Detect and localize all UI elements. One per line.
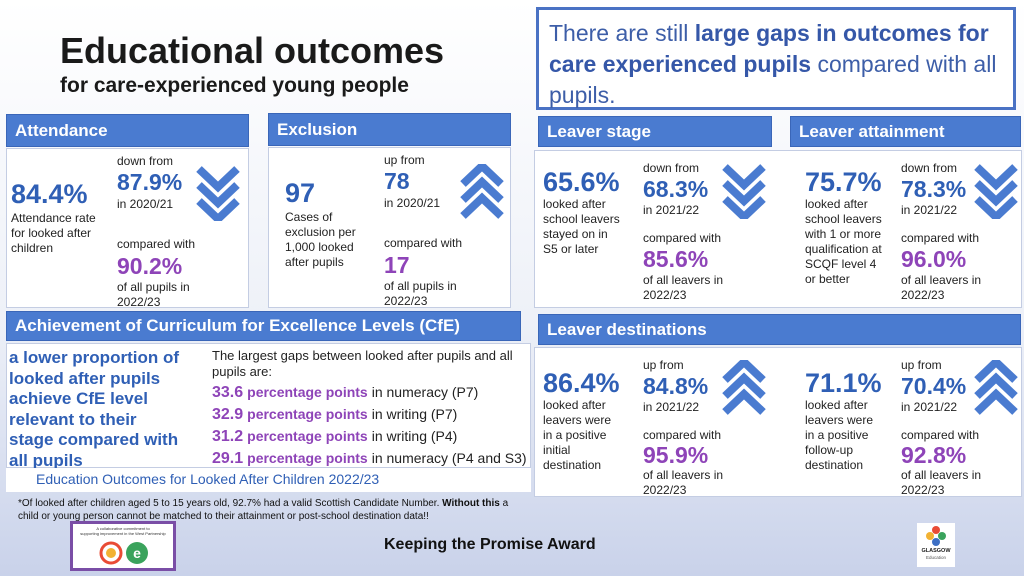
destination-initial-prev-year: in 2021/22 bbox=[643, 400, 700, 414]
destination-initial-all-desc: of all leavers in 2022/23 bbox=[643, 468, 724, 497]
chevron-down-icon bbox=[196, 166, 240, 221]
attendance-trend: down from bbox=[117, 154, 174, 168]
exclusion-all-desc: of all pupils in 2022/23 bbox=[384, 279, 457, 308]
leaver-attainment-trend: down from bbox=[901, 161, 958, 175]
attendance-desc: Attendance rate for looked after childre… bbox=[11, 211, 96, 255]
west-partnership-logo: A collaborative commitment to supporting… bbox=[70, 521, 176, 571]
leaver-stage-compare: compared with bbox=[643, 231, 722, 245]
destination-followup-all-desc: of all leavers in 2022/23 bbox=[901, 468, 982, 497]
destination-initial-prev: 84.8% bbox=[643, 373, 709, 399]
exclusion-trend: up from bbox=[384, 153, 425, 167]
exclusion-value: 97 bbox=[285, 178, 316, 208]
attendance-value: 84.4% bbox=[11, 179, 88, 209]
chevron-down-icon bbox=[722, 164, 766, 219]
leaver-stage-all: 85.6% bbox=[643, 246, 709, 272]
attendance-header: Attendance bbox=[6, 114, 249, 147]
leaver-stage-all-desc: of all leavers in 2022/23 bbox=[643, 273, 724, 302]
leaver-attainment-desc: looked after school leavers with 1 or mo… bbox=[805, 197, 882, 286]
destination-followup-all: 92.8% bbox=[901, 442, 967, 468]
destination-followup-compare: compared with bbox=[901, 428, 980, 442]
leaver-attainment-prev: 78.3% bbox=[901, 176, 967, 202]
attendance-compare: compared with bbox=[117, 237, 196, 251]
attendance-prev: 87.9% bbox=[117, 169, 183, 195]
page-subtitle: for care-experienced young people bbox=[60, 74, 409, 97]
cfe-gap-row: 29.1 percentage points in numeracy (P4 and… bbox=[212, 450, 527, 467]
destination-initial-all: 95.9% bbox=[643, 442, 709, 468]
callout-text-1: There are still bbox=[549, 20, 695, 46]
destination-followup-prev: 70.4% bbox=[901, 373, 967, 399]
exclusion-panel: 97 Cases of exclusion per 1,000 looked a… bbox=[268, 147, 511, 308]
destination-followup-prev-year: in 2021/22 bbox=[901, 400, 958, 414]
glasgow-education-logo: GLASGOW Education bbox=[917, 523, 955, 567]
leaver-stage-prev-year: in 2021/22 bbox=[643, 203, 700, 217]
page-title: Educational outcomes bbox=[60, 30, 445, 71]
exclusion-prev-year: in 2020/21 bbox=[384, 196, 441, 210]
leaver-attainment-prev-year: in 2021/22 bbox=[901, 203, 958, 217]
exclusion-compare: compared with bbox=[384, 236, 463, 250]
cfe-gap-row: 32.9 percentage points in writing (P7) bbox=[212, 406, 458, 423]
chevron-up-icon bbox=[974, 360, 1018, 415]
attendance-all: 90.2% bbox=[117, 253, 183, 279]
destination-followup-desc: looked after leavers were in a positive … bbox=[805, 398, 874, 472]
svg-text:e: e bbox=[133, 545, 141, 561]
leaver-stage-prev: 68.3% bbox=[643, 176, 709, 202]
leaver-destinations-header: Leaver destinations bbox=[538, 314, 1021, 345]
leaver-attainment-compare: compared with bbox=[901, 231, 980, 245]
destination-initial-compare: compared with bbox=[643, 428, 722, 442]
cfe-header: Achievement of Curriculum for Excellence… bbox=[6, 311, 521, 341]
leaver-attainment-value: 75.7% bbox=[805, 167, 882, 197]
footnote: *Of looked after children aged 5 to 15 y… bbox=[18, 498, 509, 522]
leaver-stage-desc: looked after school leavers stayed on in… bbox=[543, 197, 620, 256]
leaver-attainment-all-desc: of all leavers in 2022/23 bbox=[901, 273, 982, 302]
leaver-stage-value: 65.6% bbox=[543, 167, 620, 197]
glasgow-logo-icon bbox=[926, 526, 946, 546]
partnership-logo-icon: e bbox=[99, 541, 148, 565]
destination-initial-trend: up from bbox=[643, 358, 684, 372]
source-link[interactable]: Education Outcomes for Looked After Chil… bbox=[6, 468, 531, 492]
cfe-panel: a lower proportion of looked after pupil… bbox=[6, 343, 531, 470]
leaver-stage-header: Leaver stage bbox=[538, 116, 772, 147]
leaver-attainment-all: 96.0% bbox=[901, 246, 967, 272]
cfe-intro: The largest gaps between looked after pu… bbox=[212, 348, 513, 379]
callout-bold: large gaps in outcomes for care experien… bbox=[549, 20, 989, 77]
destination-initial-value: 86.4% bbox=[543, 368, 620, 398]
chevron-up-icon bbox=[460, 164, 504, 219]
attendance-panel: 84.4% Attendance rate for looked after c… bbox=[6, 148, 249, 309]
attendance-all-desc: of all pupils in 2022/23 bbox=[117, 280, 190, 309]
callout-text-2: compared with all pupils. bbox=[549, 51, 997, 108]
destination-initial-desc: looked after leavers were in a positive … bbox=[543, 398, 612, 472]
award-title: Keeping the Promise Award bbox=[384, 536, 596, 553]
attendance-prev-year: in 2020/21 bbox=[117, 197, 174, 211]
leaver-destinations-panel: 86.4% looked after leavers were in a pos… bbox=[534, 347, 1022, 497]
leaver-attainment-header: Leaver attainment bbox=[790, 116, 1021, 147]
exclusion-prev: 78 bbox=[384, 168, 410, 194]
leaver-panel: 65.6% looked after school leavers stayed… bbox=[534, 150, 1022, 308]
exclusion-header: Exclusion bbox=[268, 113, 511, 146]
chevron-up-icon bbox=[722, 360, 766, 415]
cfe-gap-row: 33.6 percentage points in numeracy (P7) bbox=[212, 384, 479, 401]
chevron-down-icon bbox=[974, 164, 1018, 219]
destination-followup-trend: up from bbox=[901, 358, 942, 372]
leaver-stage-trend: down from bbox=[643, 161, 700, 175]
exclusion-all: 17 bbox=[384, 252, 410, 278]
exclusion-desc: Cases of exclusion per 1,000 looked afte… bbox=[285, 210, 356, 269]
cfe-summary: a lower proportion of looked after pupil… bbox=[9, 348, 179, 470]
key-message-callout: There are still large gaps in outcomes f… bbox=[536, 7, 1016, 110]
cfe-gap-row: 31.2 percentage points in writing (P4) bbox=[212, 428, 458, 445]
destination-followup-value: 71.1% bbox=[805, 368, 882, 398]
